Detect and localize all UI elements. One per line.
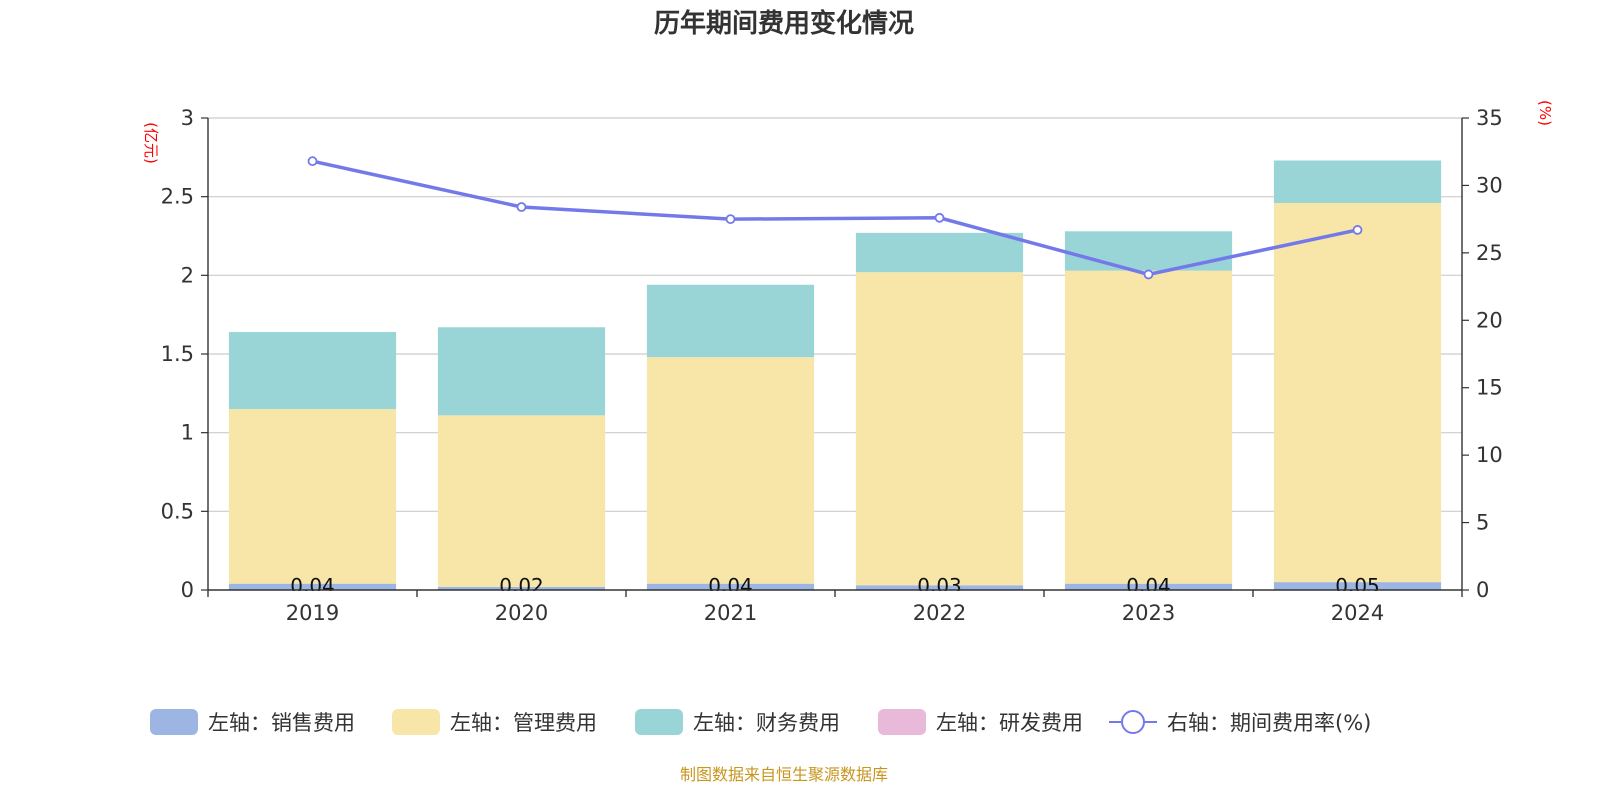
left-axis-tick-label: 0.5 <box>161 499 194 523</box>
right-axis-unit: (%) <box>1536 100 1554 126</box>
right-axis-tick-label: 5 <box>1476 511 1489 535</box>
legend-label: 左轴：研发费用 <box>936 711 1083 735</box>
legend-swatch <box>392 709 440 735</box>
legend-label: 左轴：管理费用 <box>450 711 597 735</box>
right-axis-tick-label: 10 <box>1476 443 1503 467</box>
legend: 左轴：销售费用 左轴：管理费用 左轴：财务费用 左轴：研发费用 右轴：期间费用率(%) <box>150 709 1371 735</box>
right-axis-tick-label: 0 <box>1476 578 1489 602</box>
bar-series <box>228 160 1442 590</box>
expense-rate-line <box>312 159 1358 277</box>
right-axis-tick-label: 30 <box>1476 173 1503 197</box>
x-axis-tick-label: 2024 <box>1331 601 1384 625</box>
bar-左轴-销售费用 <box>228 583 397 590</box>
left-axis-tick-label: 3 <box>181 106 194 130</box>
bar-左轴-管理费用 <box>228 409 397 584</box>
expense-rate-point <box>516 202 527 212</box>
expense-rate-point <box>725 214 736 225</box>
expense-rate-point <box>934 212 945 223</box>
right-axis-tick-label: 20 <box>1476 308 1503 332</box>
expense-rate-point <box>1143 269 1154 280</box>
left-axis-tick-label: 1 <box>181 421 194 445</box>
left-axis-tick-label: 2.5 <box>161 185 194 209</box>
legend-swatch <box>150 709 198 735</box>
right-axis-tick-label: 15 <box>1476 376 1503 400</box>
bar-左轴-管理费用 <box>1064 270 1233 584</box>
expense-rate-point <box>307 156 318 167</box>
x-axis-tick-label: 2022 <box>913 601 966 625</box>
bar-左轴-财务费用 <box>1064 231 1233 271</box>
left-axis-tick-label: 2 <box>181 263 194 287</box>
legend-label: 左轴：财务费用 <box>693 711 840 735</box>
bar-左轴-管理费用 <box>437 415 606 587</box>
bar-左轴-销售费用 <box>437 586 606 590</box>
left-axis-tick-label: 0 <box>181 578 194 602</box>
legend-circle-marker <box>1121 710 1145 734</box>
grid-lines <box>208 117 1462 512</box>
bar-左轴-财务费用 <box>228 331 397 410</box>
bar-左轴-财务费用 <box>646 284 815 358</box>
x-axis-tick-label: 2021 <box>704 601 757 625</box>
bar-左轴-财务费用 <box>437 327 606 416</box>
bar-左轴-财务费用 <box>855 232 1024 273</box>
line-series <box>307 156 1363 280</box>
x-axis-tick-label: 2019 <box>286 601 339 625</box>
expense-rate-point <box>1352 225 1363 235</box>
bar-左轴-销售费用 <box>646 583 815 590</box>
bar-左轴-销售费用 <box>1064 583 1233 590</box>
bar-左轴-管理费用 <box>1273 202 1442 583</box>
legend-label: 左轴：销售费用 <box>208 711 355 735</box>
chart-title: 历年期间费用变化情况 <box>654 8 914 39</box>
legend-swatch <box>635 709 683 735</box>
bar-左轴-销售费用 <box>855 585 1024 590</box>
legend-swatch <box>878 709 926 735</box>
data-source-note: 制图数据来自恒生聚源数据库 <box>680 765 888 784</box>
right-axis-tick-label: 25 <box>1476 241 1503 265</box>
left-axis-unit: (亿元) <box>142 122 160 164</box>
bar-左轴-财务费用 <box>1273 160 1442 203</box>
right-axis-tick-label: 35 <box>1476 106 1503 130</box>
x-axis-tick-label: 2020 <box>495 601 548 625</box>
legend-label: 右轴：期间费用率(%) <box>1167 711 1371 735</box>
bar-左轴-管理费用 <box>646 357 815 584</box>
left-axis-tick-label: 1.5 <box>161 342 194 366</box>
x-axis-tick-label: 2023 <box>1122 601 1175 625</box>
bar-左轴-管理费用 <box>855 272 1024 586</box>
bar-左轴-销售费用 <box>1273 582 1442 590</box>
